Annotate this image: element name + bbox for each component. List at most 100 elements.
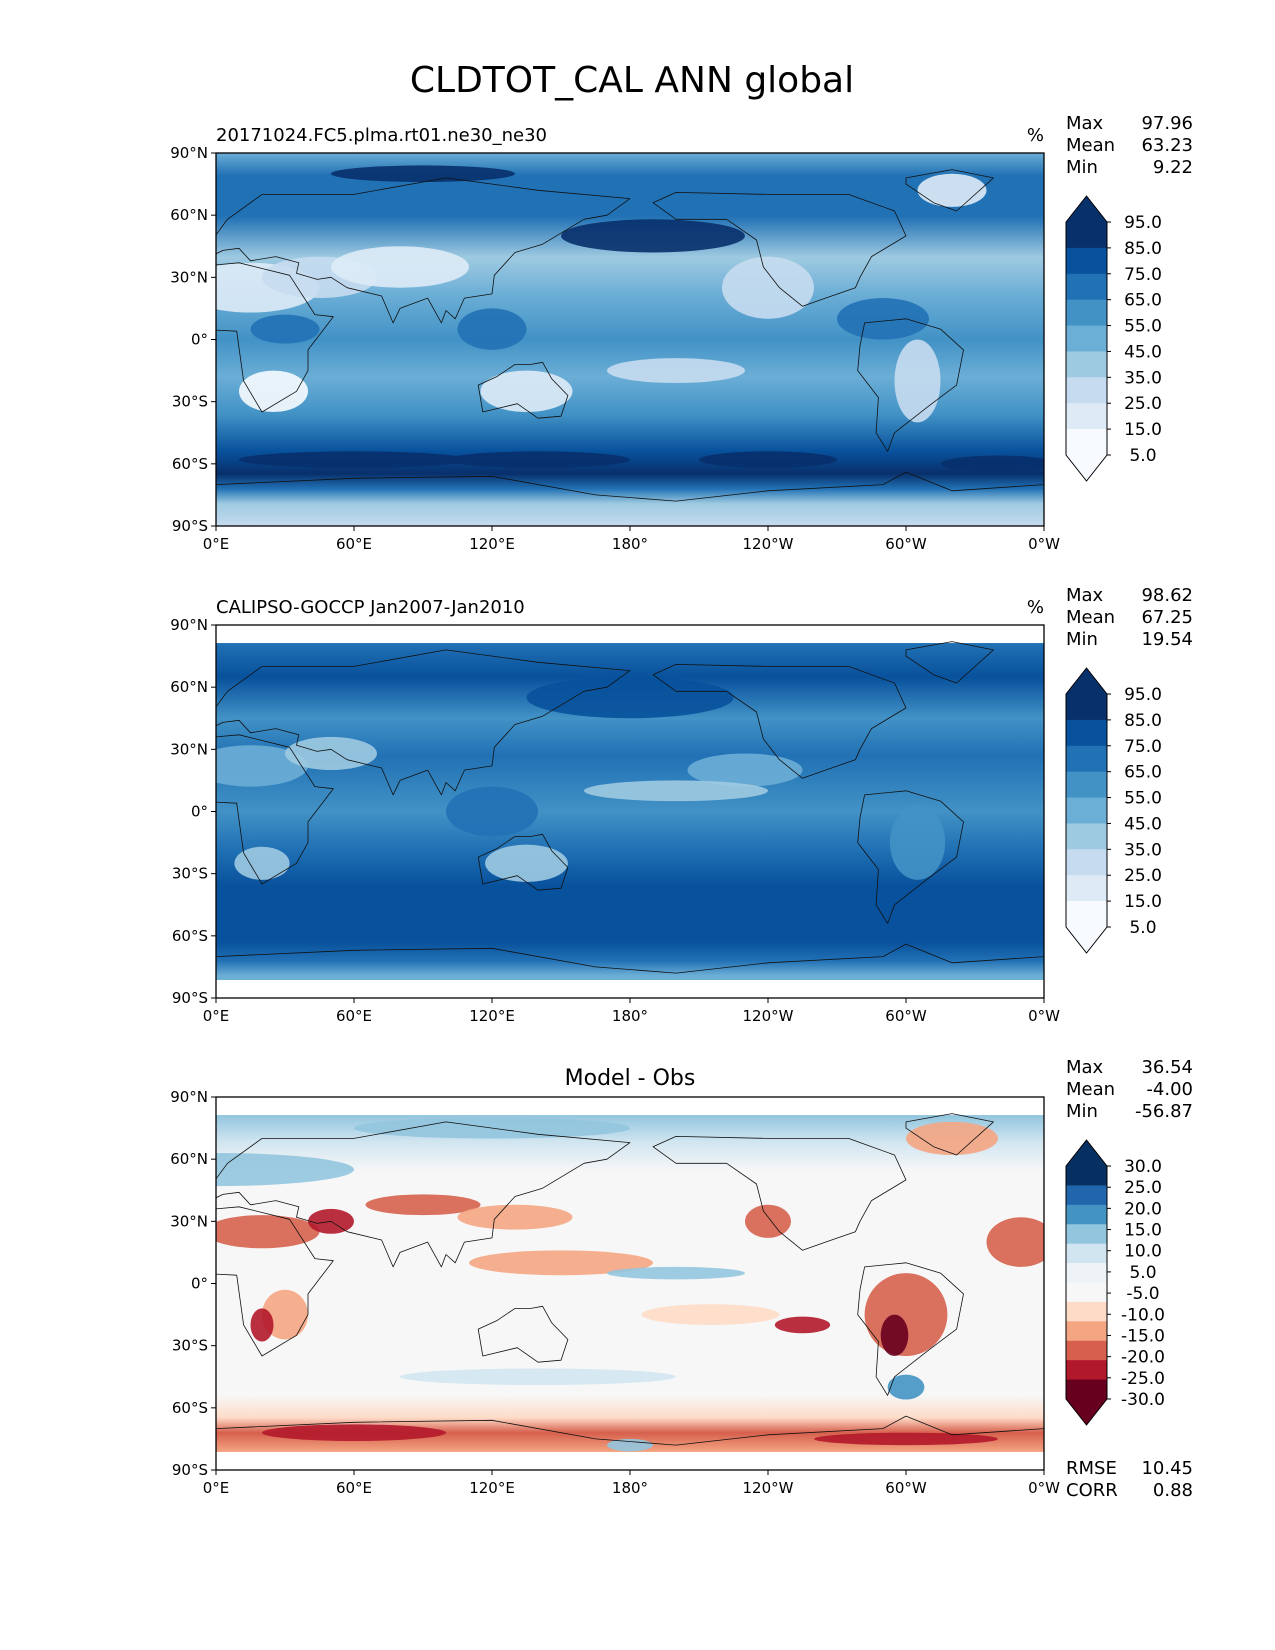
lat-tick-label: 90°S (172, 517, 208, 535)
colorbar-tick-label: 25.0 (1124, 866, 1162, 886)
colorbar-tick-label: 30.0 (1124, 1157, 1162, 1177)
colorbar-tick-label: 65.0 (1124, 291, 1162, 311)
colorbar-tick-label: -5.0 (1126, 1284, 1159, 1304)
colorbar-segment (1066, 719, 1107, 747)
colorbar-tick-label: -15.0 (1121, 1326, 1165, 1346)
colorbar-segment (1066, 849, 1107, 876)
lat-tick-label: 90°N (170, 144, 208, 162)
colorbar-tick-label: 5.0 (1129, 1263, 1156, 1283)
stat-value: 98.62 (1141, 585, 1193, 606)
stat-value: 67.25 (1141, 607, 1193, 628)
stat-label: Mean (1066, 135, 1115, 156)
stat-value: 36.54 (1141, 1057, 1193, 1078)
colorbar-tick-label: 45.0 (1124, 814, 1162, 834)
coastline (905, 641, 994, 684)
colorbar-segment (1066, 403, 1107, 430)
panel-3: 0°E 60°E 120°E 180° 120°W 60°W 0°W 90°N 60°N 30°N… (170, 1057, 1193, 1501)
stat-value: 63.23 (1141, 135, 1193, 156)
colorbar-extend-min (1066, 927, 1107, 953)
lon-tick-label: 120°W (743, 1007, 794, 1025)
lon-tick-label: 60°W (885, 1007, 927, 1025)
lat-tick-label: 0° (191, 1275, 208, 1293)
lat-tick-label: 30°N (170, 268, 208, 286)
colorbar-tick-label: 25.0 (1124, 394, 1162, 414)
colorbar-segment (1066, 377, 1107, 404)
colorbar-tick-label: 75.0 (1124, 737, 1162, 757)
colorbar-segment (1066, 1204, 1107, 1225)
colorbar-extend-max (1066, 196, 1107, 222)
stat-label: Mean (1066, 1079, 1115, 1100)
lat-tick-label: 90°S (172, 989, 208, 1007)
coastline (216, 734, 334, 885)
colorbar-segment (1066, 875, 1107, 902)
lon-tick-label: 60°E (336, 1007, 372, 1025)
lat-tick-label: 60°N (170, 1150, 208, 1168)
corr-label: CORR (1066, 1480, 1118, 1501)
colorbar-tick-label: 10.0 (1124, 1242, 1162, 1262)
colorbar-segment (1066, 1243, 1107, 1264)
lat-tick-label: 60°N (170, 206, 208, 224)
colorbar-segment (1066, 429, 1107, 456)
lat-tick-label: 30°S (172, 865, 208, 883)
panel-units: % (1027, 597, 1044, 618)
corr-value: 0.88 (1153, 1480, 1193, 1501)
stat-label: Max (1066, 1057, 1104, 1078)
stat-label: Min (1066, 629, 1098, 650)
panel-title-left: CALIPSO-GOCCP Jan2007-Jan2010 (216, 597, 525, 618)
colorbar-tick-label: 25.0 (1124, 1178, 1162, 1198)
stat-value: 97.96 (1141, 113, 1193, 134)
coastline (905, 1113, 994, 1156)
colorbar-segment (1066, 771, 1107, 799)
stat-label: Min (1066, 1101, 1098, 1122)
colorbar-segment (1066, 797, 1107, 824)
coastline (477, 833, 569, 891)
colorbar-segment (1066, 1360, 1107, 1381)
lat-tick-label: 30°S (172, 393, 208, 411)
map-field (216, 625, 1044, 998)
lat-tick-label: 90°N (170, 1088, 208, 1106)
coastline (216, 1415, 1044, 1446)
colorbar-segment (1066, 1166, 1107, 1186)
colorbar-tick-label: -20.0 (1121, 1348, 1165, 1368)
lon-tick-label: 60°E (336, 1479, 372, 1497)
colorbar-tick-label: -10.0 (1121, 1305, 1165, 1325)
colorbar-tick-label: 5.0 (1129, 918, 1156, 938)
colorbar-tick-label: 85.0 (1124, 239, 1162, 259)
lon-tick-label: 60°W (885, 535, 927, 553)
stat-value: 19.54 (1141, 629, 1193, 650)
map-field (216, 153, 1044, 526)
lat-tick-label: 60°N (170, 678, 208, 696)
lon-tick-label: 60°W (885, 1479, 927, 1497)
stat-label: Mean (1066, 607, 1115, 628)
lon-tick-label: 180° (612, 1007, 648, 1025)
colorbar-tick-label: -30.0 (1121, 1390, 1165, 1410)
colorbar-tick-label: 75.0 (1124, 265, 1162, 285)
lat-tick-label: 60°S (172, 1399, 208, 1417)
coastline (216, 1206, 334, 1357)
rmse-label: RMSE (1066, 1458, 1117, 1479)
colorbar-tick-label: 20.0 (1124, 1199, 1162, 1219)
colorbar-tick-label: 45.0 (1124, 342, 1162, 362)
colorbar-tick-label: 95.0 (1124, 685, 1162, 705)
coastline (216, 177, 631, 324)
panel-2: 0°E 60°E 120°E 180° 120°W 60°W 0°W 90°N 60°N 30°N… (170, 585, 1193, 1025)
colorbar-segment (1066, 1340, 1107, 1361)
colorbar-segment (1066, 299, 1107, 327)
rmse-value: 10.45 (1141, 1458, 1193, 1479)
coastline (477, 361, 569, 419)
lon-tick-label: 0°W (1028, 1007, 1060, 1025)
lon-tick-label: 120°E (469, 535, 515, 553)
lat-tick-label: 90°N (170, 616, 208, 634)
colorbar-segment (1066, 694, 1107, 721)
lon-tick-label: 180° (612, 535, 648, 553)
lat-tick-label: 60°S (172, 455, 208, 473)
coastline (216, 1121, 631, 1268)
colorbar-tick-label: 95.0 (1124, 213, 1162, 233)
colorbar-extend-max (1066, 1140, 1107, 1166)
panel-title-left: 20171024.FC5.plma.rt01.ne30_ne30 (216, 125, 547, 146)
map-field (216, 1097, 1044, 1470)
lon-tick-label: 0°E (203, 535, 230, 553)
lat-tick-label: 90°S (172, 1461, 208, 1479)
colorbar-tick-label: 35.0 (1124, 840, 1162, 860)
